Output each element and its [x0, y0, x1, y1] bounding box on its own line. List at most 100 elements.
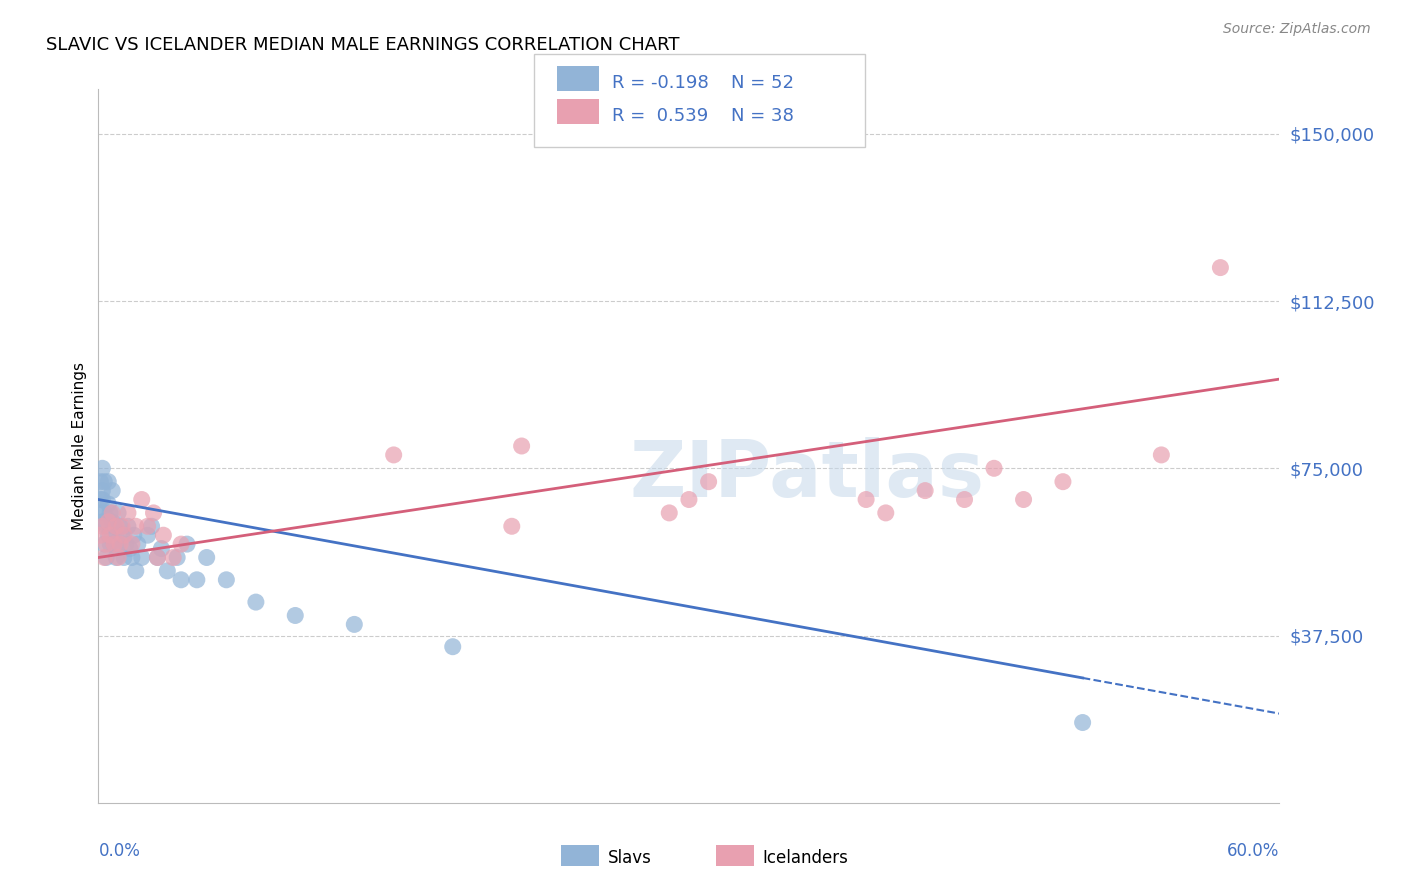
Point	[1209, 260, 1232, 275]
Point	[121, 550, 143, 565]
Point	[382, 448, 405, 462]
Point	[1071, 715, 1094, 730]
Point	[122, 528, 145, 542]
Point	[125, 564, 148, 578]
Point	[103, 537, 125, 551]
Text: Source: ZipAtlas.com: Source: ZipAtlas.com	[1223, 22, 1371, 37]
Point	[118, 541, 141, 556]
Point	[855, 492, 877, 507]
Text: Icelanders: Icelanders	[762, 849, 848, 867]
Point	[97, 528, 120, 542]
Point	[108, 519, 131, 533]
Point	[107, 550, 129, 565]
Point	[117, 506, 139, 520]
Point	[186, 573, 208, 587]
Point	[136, 528, 159, 542]
Point	[697, 475, 720, 489]
Point	[441, 640, 464, 654]
Point	[142, 506, 165, 520]
Point	[1012, 492, 1035, 507]
Point	[1150, 448, 1173, 462]
Text: R = -0.198: R = -0.198	[612, 74, 709, 92]
Point	[284, 608, 307, 623]
Point	[112, 550, 135, 565]
Point	[97, 497, 120, 511]
Point	[108, 537, 131, 551]
Point	[501, 519, 523, 533]
Point	[98, 537, 121, 551]
Point	[96, 550, 118, 565]
Point	[93, 537, 115, 551]
Point	[96, 519, 118, 533]
Text: ZIPatlas: ZIPatlas	[630, 436, 984, 513]
Point	[162, 550, 184, 565]
Point	[176, 537, 198, 551]
Point	[91, 492, 114, 507]
Point	[146, 550, 169, 565]
Point	[215, 573, 238, 587]
Point	[152, 528, 174, 542]
Point	[1052, 475, 1074, 489]
Point	[105, 550, 128, 565]
Point	[170, 537, 193, 551]
Point	[89, 475, 111, 489]
Point	[678, 492, 700, 507]
Point	[953, 492, 976, 507]
Point	[91, 519, 114, 533]
Point	[107, 537, 129, 551]
Point	[170, 573, 193, 587]
Point	[89, 506, 111, 520]
Point	[245, 595, 267, 609]
Point	[121, 537, 143, 551]
Point	[115, 537, 138, 551]
Point	[111, 519, 134, 533]
Point	[101, 515, 124, 529]
Point	[111, 528, 134, 542]
Point	[141, 519, 163, 533]
Point	[97, 475, 120, 489]
Point	[91, 483, 114, 498]
Point	[983, 461, 1005, 475]
Point	[91, 515, 114, 529]
Point	[98, 506, 121, 520]
Point	[156, 564, 179, 578]
Point	[343, 617, 366, 632]
Point	[150, 541, 173, 556]
Text: 60.0%: 60.0%	[1227, 842, 1279, 860]
Point	[93, 550, 115, 565]
Text: Slavs: Slavs	[607, 849, 651, 867]
Point	[96, 537, 118, 551]
Point	[166, 550, 188, 565]
Point	[93, 475, 115, 489]
Point	[146, 550, 169, 565]
Point	[131, 492, 153, 507]
Point	[101, 506, 124, 520]
Point	[97, 515, 120, 529]
Point	[91, 461, 114, 475]
Text: N = 52: N = 52	[731, 74, 794, 92]
Point	[103, 519, 125, 533]
Text: N = 38: N = 38	[731, 107, 794, 125]
Text: SLAVIC VS ICELANDER MEDIAN MALE EARNINGS CORRELATION CHART: SLAVIC VS ICELANDER MEDIAN MALE EARNINGS…	[46, 36, 681, 54]
Point	[105, 519, 128, 533]
Point	[89, 492, 111, 507]
Point	[131, 550, 153, 565]
Point	[89, 528, 111, 542]
Point	[93, 506, 115, 520]
Point	[101, 483, 124, 498]
Point	[98, 528, 121, 542]
Point	[875, 506, 897, 520]
Point	[105, 528, 128, 542]
Point	[107, 506, 129, 520]
Y-axis label: Median Male Earnings: Median Male Earnings	[72, 362, 87, 530]
Point	[658, 506, 681, 520]
Point	[117, 519, 139, 533]
Text: R =  0.539: R = 0.539	[612, 107, 707, 125]
Point	[103, 537, 125, 551]
Point	[914, 483, 936, 498]
Point	[112, 528, 135, 542]
Point	[510, 439, 533, 453]
Point	[125, 519, 148, 533]
Text: 0.0%: 0.0%	[98, 842, 141, 860]
Point	[127, 537, 149, 551]
